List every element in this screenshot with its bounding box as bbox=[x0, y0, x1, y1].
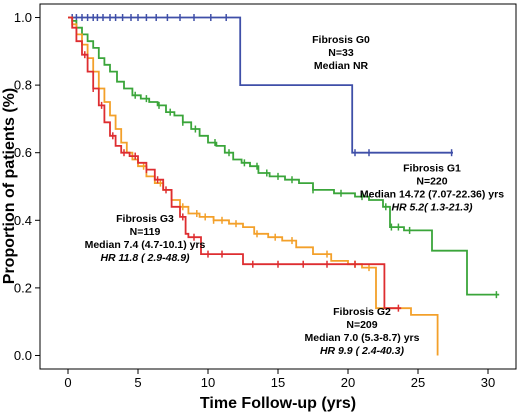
y-tick-label: 0.2 bbox=[14, 280, 32, 295]
x-tick-label: 15 bbox=[271, 375, 285, 390]
plot-frame bbox=[39, 3, 517, 370]
series-3 bbox=[68, 16, 402, 312]
x-tick-label: 10 bbox=[201, 375, 215, 390]
annotation-line: Median NR bbox=[314, 60, 369, 72]
series-layer bbox=[68, 14, 500, 356]
x-axis: 0 5 10 15 20 25 30 bbox=[64, 369, 495, 390]
y-tick-label: 0.8 bbox=[14, 78, 32, 93]
annotation-line: Median 14.72 (7.07-22.36) yrs bbox=[360, 188, 504, 200]
annotation-line: N=119 bbox=[130, 226, 161, 238]
annotation-line: Fibrosis G1 bbox=[403, 162, 461, 174]
x-tick-label: 5 bbox=[134, 375, 141, 390]
annotation-line: HR 9.9 ( 2.4-40.3) bbox=[320, 345, 405, 357]
series-line bbox=[68, 16, 500, 296]
annotation-line: N=209 bbox=[346, 319, 377, 331]
annotation-line: Median 7.0 (5.3-8.7) yrs bbox=[305, 332, 420, 344]
annotation-line: N=220 bbox=[416, 175, 447, 187]
y-tick-label: 0.0 bbox=[14, 348, 32, 363]
annotation-line: Median 7.4 (4.7-10.1) yrs bbox=[85, 239, 206, 251]
series-line bbox=[68, 16, 402, 310]
x-tick-label: 30 bbox=[481, 375, 495, 390]
x-tick-label: 25 bbox=[411, 375, 425, 390]
x-tick-label: 20 bbox=[341, 375, 355, 390]
annotation-line: HR 5.2( 1.3-21.3) bbox=[391, 201, 473, 213]
series-2 bbox=[68, 16, 439, 356]
y-tick-label: 1.0 bbox=[14, 10, 32, 25]
annotation-line: HR 11.8 ( 2.9-48.9) bbox=[100, 252, 190, 264]
y-axis-title: Proportion of patients (%) bbox=[1, 88, 18, 284]
annotation-line: Fibrosis G0 bbox=[312, 34, 370, 46]
annotation-line: Fibrosis G3 bbox=[116, 213, 174, 225]
annotation-line: Fibrosis G2 bbox=[333, 306, 391, 318]
y-tick-label: 0.4 bbox=[14, 213, 32, 228]
y-tick-label: 0.6 bbox=[14, 145, 32, 160]
series-1 bbox=[68, 16, 500, 299]
y-axis: 0.0 0.2 0.4 0.6 0.8 1.0 bbox=[14, 10, 40, 363]
x-tick-label: 0 bbox=[64, 375, 71, 390]
x-axis-title: Time Follow-up (yrs) bbox=[200, 395, 356, 412]
annotation-line: N=33 bbox=[328, 47, 354, 59]
series-line bbox=[68, 16, 439, 356]
